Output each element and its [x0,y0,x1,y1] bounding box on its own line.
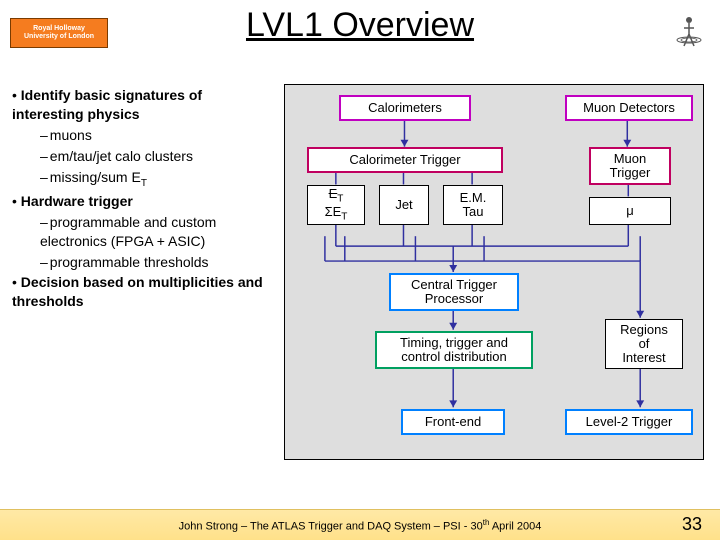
footer-text: John Strong – The ATLAS Trigger and DAQ … [0,518,720,533]
bullet-level2: –em/tau/jet calo clusters [40,147,276,166]
node-calorimeters: Calorimeters [339,95,471,121]
bullet-level2: –programmable and custom electronics (FP… [40,213,276,251]
bullet-list: • Identify basic signatures of interesti… [12,86,276,313]
bullet-level2: –programmable thresholds [40,253,276,272]
node-ctp: Central Trigger Processor [389,273,519,311]
node-muon_trigger: Muon Trigger [589,147,671,185]
node-calo_trigger: Calorimeter Trigger [307,147,503,173]
node-mu: μ [589,197,671,225]
trigger-diagram: Calorimeters Muon Detectors Calorimeter Tr… [284,84,704,460]
node-et_sum: ETΣET [307,185,365,225]
node-roi: Regions of Interest [605,319,683,369]
diagram-edges [285,85,703,459]
bullet-level2: –muons [40,126,276,145]
bullet-level1: • Hardware trigger [12,192,276,211]
node-frontend: Front-end [401,409,505,435]
node-jet: Jet [379,185,429,225]
node-timing: Timing, trigger and control distribution [375,331,533,369]
node-em_tau: E.M. Tau [443,185,503,225]
node-lvl2: Level-2 Trigger [565,409,693,435]
bullet-level1: • Identify basic signatures of interesti… [12,86,276,124]
node-muon_detect: Muon Detectors [565,95,693,121]
bullet-level1: • Decision based on multiplicities and t… [12,273,276,311]
slide: LVL1 Overview Royal Holloway University … [0,0,720,540]
page-number: 33 [682,514,702,535]
slide-title: LVL1 Overview [0,6,720,45]
university-logo: Royal Holloway University of London [10,18,108,48]
atlas-logo-icon [672,10,706,54]
bullet-level2: –missing/sum ET [40,168,276,190]
